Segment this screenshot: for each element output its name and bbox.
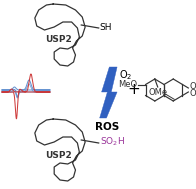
Text: SO$_2$H: SO$_2$H [100,136,125,148]
Text: USP2: USP2 [45,150,71,160]
Text: SH: SH [100,22,112,32]
Text: MeO: MeO [118,80,137,89]
Text: USP2: USP2 [45,36,71,44]
Text: +: + [127,83,140,98]
Text: OMe: OMe [148,88,167,97]
Text: ROS: ROS [95,122,120,132]
Text: O$_2$: O$_2$ [119,68,132,82]
Polygon shape [100,67,117,118]
Text: O: O [189,82,196,91]
Text: O: O [189,89,196,98]
